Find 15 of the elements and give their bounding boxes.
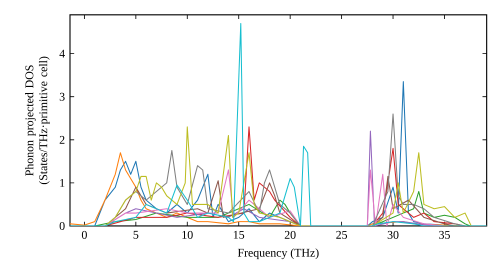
y-tick-label: 0 (60, 222, 65, 230)
x-tick-label: 5 (134, 230, 138, 239)
x-tick-label: 15 (234, 230, 244, 239)
x-tick-label: 25 (336, 230, 348, 239)
y-axis-title: Phonon projected DOS (States/THz·primitive cell) (25, 56, 50, 184)
x-tick-label: 35 (439, 230, 450, 239)
y-tick-label: 4 (59, 50, 65, 58)
y-tick-label: 3 (60, 92, 65, 101)
y-tick-label: 2 (60, 136, 64, 144)
x-tick-label: 10 (182, 230, 193, 239)
x-tick-label: 30 (388, 230, 398, 239)
x-axis-title: Frequency (THz) (238, 248, 319, 260)
y-tick-label: 1 (60, 178, 64, 187)
x-tick-label: 0 (82, 230, 87, 239)
x-tick-label: 20 (284, 230, 296, 239)
